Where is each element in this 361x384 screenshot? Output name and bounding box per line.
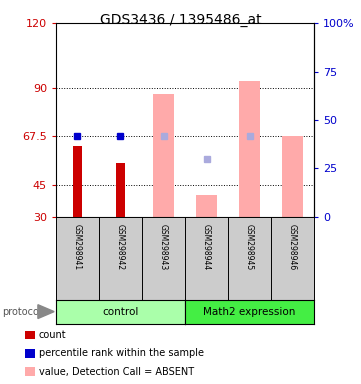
Bar (239, 81, 260, 217)
Text: protocol: protocol (2, 306, 42, 317)
Text: GSM298943: GSM298943 (159, 223, 168, 270)
Bar (153, 94, 174, 217)
Text: GDS3436 / 1395486_at: GDS3436 / 1395486_at (100, 13, 261, 27)
Text: GSM298941: GSM298941 (73, 223, 82, 270)
Text: control: control (102, 306, 139, 317)
Text: count: count (39, 330, 67, 340)
Text: GSM298945: GSM298945 (245, 223, 254, 270)
Text: GSM298944: GSM298944 (202, 223, 211, 270)
Text: GSM298946: GSM298946 (288, 223, 297, 270)
Bar (116, 163, 125, 217)
Bar (196, 195, 217, 217)
Text: Math2 expression: Math2 expression (203, 306, 296, 317)
Text: value, Detection Call = ABSENT: value, Detection Call = ABSENT (39, 367, 194, 377)
Bar (282, 136, 303, 217)
Text: percentile rank within the sample: percentile rank within the sample (39, 348, 204, 358)
Bar (73, 146, 82, 217)
Text: GSM298942: GSM298942 (116, 223, 125, 270)
